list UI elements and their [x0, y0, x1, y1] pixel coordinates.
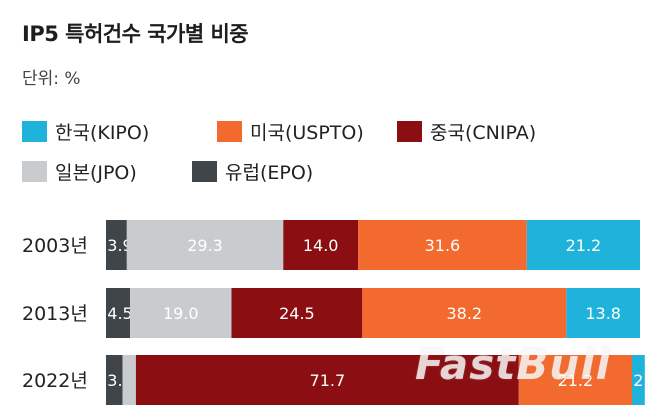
data-label: 31.6 — [425, 236, 461, 255]
bar-segment — [135, 355, 519, 405]
legend-label: 일본(JPO) — [55, 162, 137, 184]
bar-segment — [362, 288, 567, 338]
bar-segment — [126, 220, 284, 270]
bar-segment — [231, 288, 363, 338]
legend-item: 중국(CNIPA) — [397, 118, 536, 145]
legend-swatch — [397, 121, 422, 142]
data-label: 71.7 — [310, 371, 346, 390]
bar-segment — [631, 355, 645, 405]
bar-segment — [526, 220, 640, 270]
legend: 한국(KIPO) 미국(USPTO) 중국(CNIPA) 일본(JPO) 유럽(EPO) — [22, 118, 642, 188]
bar-segment — [283, 220, 359, 270]
category-label: 2013년 — [22, 303, 88, 325]
bar-segment — [106, 355, 123, 405]
legend-swatch — [22, 121, 47, 142]
data-label: 21.2 — [558, 371, 594, 390]
legend-label: 중국(CNIPA) — [430, 122, 537, 144]
legend-item: 유럽(EPO) — [192, 158, 313, 185]
data-label: 4.5 — [107, 304, 132, 323]
category-label: 2003년 — [22, 235, 88, 257]
data-label: 29.3 — [187, 236, 223, 255]
bar-segment — [130, 288, 232, 338]
bar-segment — [566, 288, 640, 338]
legend-swatch — [192, 161, 217, 182]
legend-swatch — [22, 161, 47, 182]
bar-segment — [106, 220, 127, 270]
legend-label: 유럽(EPO) — [225, 162, 314, 184]
data-label: 3.9 — [107, 236, 132, 255]
data-label: 2.4 — [633, 371, 658, 390]
category-label: 2022년 — [22, 370, 88, 392]
legend-swatch — [217, 121, 242, 142]
chart-title: IP5 특허건수 국가별 비중 — [22, 22, 249, 46]
legend-item: 한국(KIPO) — [22, 118, 149, 145]
data-label: 38.2 — [446, 304, 482, 323]
data-label: 21.2 — [566, 236, 602, 255]
bar-segment — [358, 220, 527, 270]
bar-segment — [106, 288, 131, 338]
bar-segment — [122, 355, 136, 405]
unit-label: 단위: % — [22, 69, 81, 89]
legend-item: 미국(USPTO) — [217, 118, 364, 145]
data-label: 19.0 — [163, 304, 199, 323]
legend-item: 일본(JPO) — [22, 158, 137, 185]
legend-label: 미국(USPTO) — [250, 122, 364, 144]
data-label: 24.5 — [279, 304, 315, 323]
data-label: 14.0 — [303, 236, 339, 255]
legend-label: 한국(KIPO) — [55, 122, 150, 144]
bar-segment — [518, 355, 632, 405]
data-label: 13.8 — [585, 304, 621, 323]
